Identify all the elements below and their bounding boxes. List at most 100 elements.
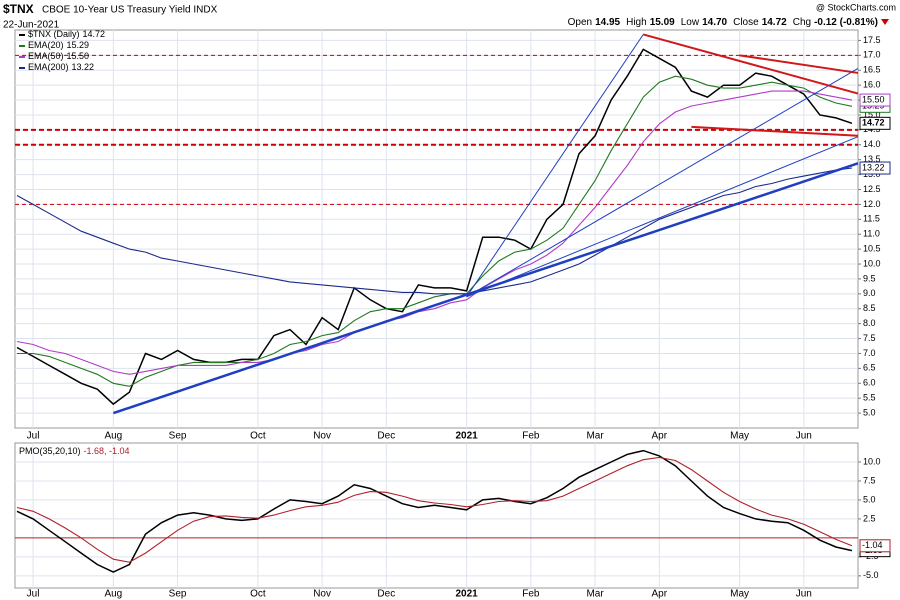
x-tick-label: Oct — [250, 589, 266, 600]
x-tick-label: Aug — [104, 589, 122, 600]
legend-entry: EMA(20) 15.29 — [28, 40, 89, 50]
y-tick-label: 8.5 — [863, 303, 876, 313]
legend-value: 13.22 — [72, 62, 95, 72]
series-line — [16, 456, 853, 563]
plot-area — [14, 442, 859, 589]
trendline — [739, 54, 859, 74]
x-tick-label: Sep — [169, 589, 187, 600]
series-line — [16, 48, 853, 406]
trendline — [691, 125, 859, 137]
symbol: $TNX — [3, 2, 34, 16]
plot-area — [14, 29, 859, 429]
y-tick-label: 6.0 — [863, 378, 876, 388]
legend-name: PMO(35,20,10) — [19, 446, 81, 456]
y-tick-label: 16.0 — [863, 80, 881, 90]
quote-value: 14.70 — [702, 17, 727, 28]
y-tick-label: 11.0 — [863, 229, 880, 239]
y-tick-label: 17.0 — [863, 50, 881, 60]
quote-label: Chg — [793, 17, 811, 28]
x-tick-label: Jun — [796, 431, 812, 442]
value-badge-label: 14.72 — [862, 118, 885, 128]
quote-label: Close — [733, 17, 759, 28]
y-tick-label: 5.5 — [863, 393, 876, 403]
legend-entry: EMA(50) 15.50 — [28, 51, 89, 61]
legend-value: 15.50 — [67, 51, 90, 61]
x-tick-label: Nov — [313, 589, 331, 600]
series-line — [16, 167, 853, 295]
quote-value: -0.12 (-0.81%) — [814, 17, 878, 28]
y-tick-label: 7.5 — [863, 475, 876, 485]
y-tick-label: 9.5 — [863, 273, 876, 283]
value-badge — [859, 116, 891, 130]
quote-value: 14.95 — [595, 17, 620, 28]
legend-entry: PMO(35,20,10) -1.68, -1.04 — [19, 446, 130, 456]
legend-name: $TNX (Daily) — [28, 29, 80, 39]
trendline — [112, 162, 859, 415]
legend-name: EMA(50) — [28, 51, 64, 61]
x-tick-label: May — [730, 431, 749, 442]
trendline — [466, 68, 859, 298]
legend-value: 15.29 — [67, 40, 90, 50]
series-line — [17, 75, 853, 387]
x-tick-label: Mar — [586, 431, 604, 442]
value-badge-label: 13.22 — [862, 162, 885, 172]
y-tick-label: 16.5 — [863, 65, 881, 75]
y-tick-label: 10.5 — [863, 243, 881, 253]
x-tick-label: Apr — [652, 589, 668, 600]
date: 22-Jun-2021 — [3, 20, 60, 31]
y-tick-label: 14.0 — [863, 139, 881, 149]
legend-name: EMA(200) — [28, 62, 69, 72]
y-tick-label: 10.0 — [863, 456, 881, 466]
x-tick-label: Aug — [104, 431, 122, 442]
x-tick-label: Mar — [586, 589, 604, 600]
trendline — [466, 34, 644, 298]
y-tick-label: 5.0 — [863, 494, 876, 504]
quote-label: Low — [681, 17, 700, 28]
x-tick-label: Feb — [522, 431, 540, 442]
legend-value: -1.68, -1.04 — [84, 446, 130, 456]
x-tick-label: Feb — [522, 589, 540, 600]
y-tick-label: 9.0 — [863, 288, 876, 298]
subtitle: CBOE 10-Year US Treasury Yield INDX — [42, 5, 218, 16]
value-badge — [859, 161, 891, 175]
value-badge — [859, 539, 891, 553]
x-tick-label: Sep — [169, 431, 187, 442]
y-tick-label: 17.5 — [863, 35, 881, 45]
x-tick-label: 2021 — [455, 431, 478, 442]
x-tick-label: Nov — [313, 431, 331, 442]
y-tick-label: 10.0 — [863, 258, 881, 268]
y-tick-label: 15.0 — [863, 109, 881, 119]
x-tick-label: Oct — [250, 431, 266, 442]
y-tick-label: 12.0 — [863, 199, 881, 209]
y-tick-label: 12.5 — [863, 184, 881, 194]
quote: Open 14.95 High 15.09 Low 14.70 Close 14.72 Chg -… — [568, 17, 878, 28]
legend-entry: EMA(200) 13.22 — [28, 62, 94, 72]
x-tick-label: May — [730, 589, 749, 600]
x-tick-label: Apr — [652, 431, 668, 442]
quote-label: High — [626, 17, 647, 28]
series-line — [16, 449, 853, 573]
credit: @ StockCharts.com — [816, 2, 896, 12]
y-tick-label: 8.0 — [863, 318, 876, 328]
y-tick-label: 11.5 — [863, 214, 880, 224]
x-tick-label: Jun — [796, 589, 812, 600]
x-tick-label: Dec — [377, 589, 395, 600]
series-line — [16, 90, 853, 375]
quote-value: 15.09 — [650, 17, 675, 28]
y-tick-label: 5.0 — [863, 407, 876, 417]
quote-value: 14.72 — [762, 17, 787, 28]
y-tick-label: 2.5 — [863, 513, 876, 523]
value-badge-label: -1.04 — [862, 540, 883, 550]
y-tick-label: 13.5 — [863, 154, 881, 164]
y-tick-label: 7.5 — [863, 333, 876, 343]
quote-label: Open — [568, 17, 592, 28]
legend-name: EMA(20) — [28, 40, 64, 50]
y-tick-label: 7.0 — [863, 348, 876, 358]
legend-value: 14.72 — [83, 29, 106, 39]
trendline — [466, 136, 859, 298]
x-tick-label: Dec — [377, 431, 395, 442]
x-tick-label: Jul — [27, 589, 40, 600]
down-arrow — [881, 19, 889, 25]
